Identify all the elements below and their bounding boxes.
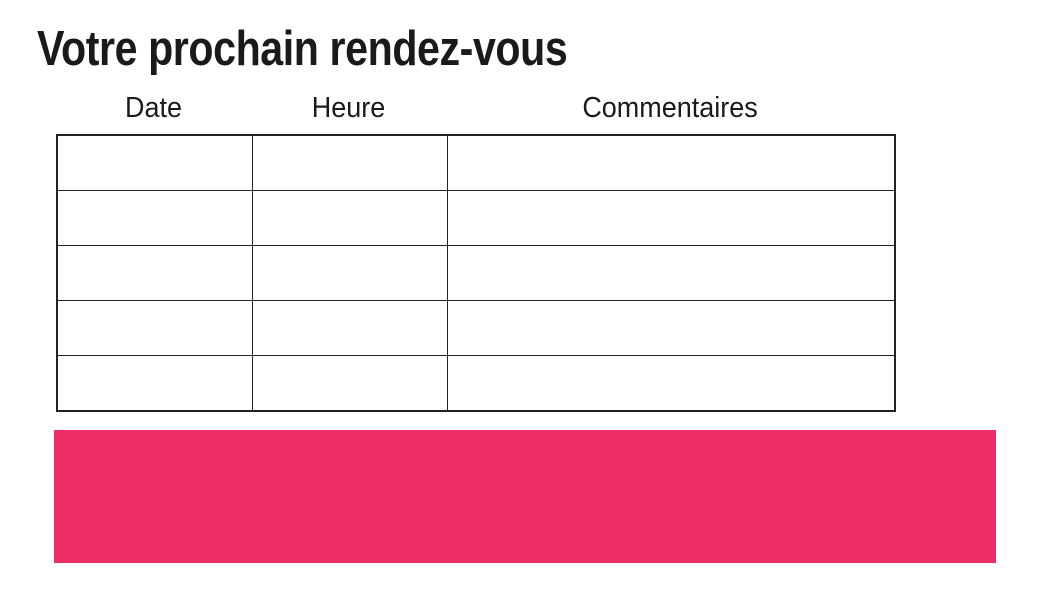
table-header-row: Date Heure Commentaires (56, 94, 894, 123)
cell-heure (251, 190, 448, 246)
table-row (56, 190, 896, 246)
appointment-table (56, 134, 896, 412)
cell-date (56, 245, 253, 301)
page-title: Votre prochain rendez-vous (37, 22, 568, 76)
cell-heure (251, 134, 448, 191)
column-header-heure: Heure (311, 92, 386, 124)
cell-commentaires (446, 245, 896, 301)
cell-commentaires (446, 300, 896, 356)
cell-date (56, 300, 253, 356)
cell-heure (251, 300, 448, 356)
cell-date (56, 355, 253, 412)
cell-date (56, 190, 253, 246)
appointment-table-body (56, 134, 896, 412)
table-row (56, 134, 896, 191)
table-row (56, 245, 896, 301)
table-row (56, 300, 896, 356)
cell-date (56, 134, 253, 191)
table-row (56, 355, 896, 412)
cell-commentaires (446, 190, 896, 246)
cell-heure (251, 245, 448, 301)
column-header-date: Date (125, 92, 182, 124)
column-header-commentaires: Commentaires (582, 92, 758, 124)
cell-commentaires (446, 355, 896, 412)
pink-banner (54, 430, 996, 563)
cell-commentaires (446, 134, 896, 191)
cell-heure (251, 355, 448, 412)
